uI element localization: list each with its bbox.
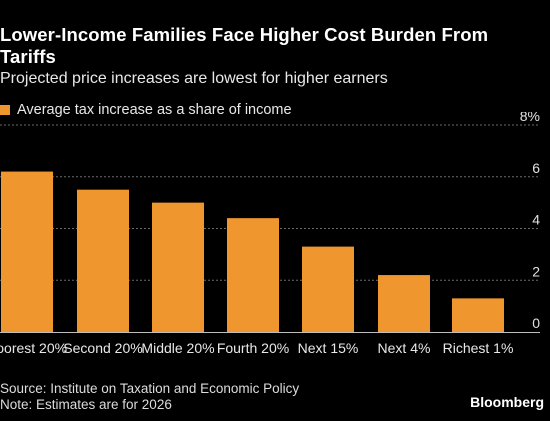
x-tick-label: Second 20% bbox=[63, 340, 142, 356]
chart-subtitle: Projected price increases are lowest for… bbox=[0, 70, 388, 87]
y-tick-label: 2 bbox=[532, 263, 540, 279]
y-tick-label: 4 bbox=[532, 212, 540, 228]
x-tick-label: Poorest 20% bbox=[0, 340, 67, 356]
legend: Average tax increase as a share of incom… bbox=[0, 100, 292, 120]
x-tick-label: Fourth 20% bbox=[217, 340, 289, 356]
x-tick-label: Richest 1% bbox=[443, 340, 514, 356]
y-tick-label: 6 bbox=[532, 160, 540, 176]
y-tick-label: 8% bbox=[520, 112, 540, 124]
legend-label: Average tax increase as a share of incom… bbox=[17, 102, 292, 118]
x-tick-label: Next 15% bbox=[298, 340, 359, 356]
bar bbox=[152, 202, 204, 332]
bar bbox=[378, 275, 430, 332]
legend-swatch bbox=[0, 105, 10, 115]
bar bbox=[77, 189, 129, 332]
chart-title: Lower-Income Families Face Higher Cost B… bbox=[0, 24, 489, 67]
bar-chart: 0 2 4 6 8% Poorest 20%Second 20%Middle 20%Fou… bbox=[0, 112, 540, 356]
x-tick-label: Middle 20% bbox=[141, 340, 214, 356]
y-tick-label: 0 bbox=[532, 315, 540, 331]
source-note: Source: Institute on Taxation and Econom… bbox=[0, 381, 300, 396]
footnote: Note: Estimates are for 2026 bbox=[0, 397, 172, 412]
bar bbox=[227, 218, 279, 332]
bar bbox=[1, 171, 53, 332]
bar bbox=[452, 298, 504, 332]
brand-logo: Bloomberg bbox=[470, 394, 544, 410]
x-tick-label: Next 4% bbox=[378, 340, 431, 356]
bar bbox=[302, 246, 354, 332]
